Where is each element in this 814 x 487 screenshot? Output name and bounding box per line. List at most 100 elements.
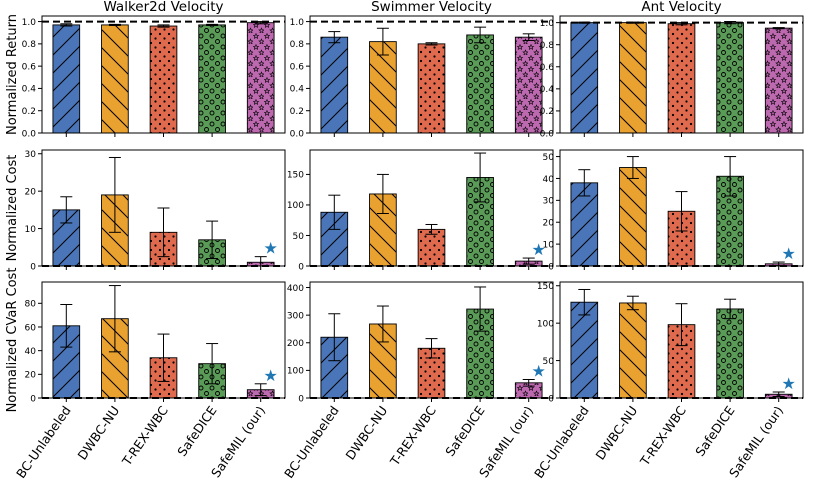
y-tick-label: 0.4 bbox=[290, 85, 305, 95]
y-tick-label: 0.0 bbox=[22, 129, 37, 139]
bar-hatch bbox=[570, 182, 599, 267]
y-tick-label: 0.8 bbox=[540, 41, 555, 51]
y-tick-label: 0.4 bbox=[540, 85, 555, 95]
x-tick-label: SafeDICE bbox=[174, 403, 219, 459]
best-star-marker: ★ bbox=[532, 361, 546, 380]
panel-2-1: 0 100 200 300 400 ★ BC-Unlabeled DWBC-NUT-REX-W… bbox=[281, 281, 554, 481]
bar-hatch bbox=[514, 36, 543, 134]
bar-hatch bbox=[764, 27, 793, 134]
panel-title: Swimmer Velocity bbox=[371, 0, 492, 15]
panel-1-0: 0 10 20 30 ★ bbox=[25, 149, 286, 272]
y-tick-label: 0.6 bbox=[290, 62, 305, 72]
y-tick-label: 0.0 bbox=[290, 129, 305, 139]
best-star-marker: ★ bbox=[264, 239, 278, 258]
bar-hatch bbox=[619, 167, 647, 267]
x-tick-label: T-REX-WBC bbox=[119, 403, 172, 469]
y-tick-label: 0.0 bbox=[540, 129, 555, 139]
best-star-marker: ★ bbox=[264, 366, 278, 385]
y-tick-label: 150 bbox=[287, 171, 304, 181]
y-tick-label: 60 bbox=[25, 323, 37, 333]
y-tick-label: 0.8 bbox=[22, 40, 37, 50]
panel-0-1: Swimmer Velocity 0.0 0.2 0.4 0.6 0.8 1.0 bbox=[290, 0, 554, 139]
y-tick-label: 1.0 bbox=[290, 18, 305, 28]
y-tick-label: 0.8 bbox=[290, 40, 305, 50]
y-tick-label: 0.2 bbox=[540, 107, 554, 117]
panel-1-2: 0 10 20 30 40 50 ★ bbox=[543, 149, 804, 272]
x-tick-label: BC-Unlabeled bbox=[281, 403, 342, 481]
y-tick-label: 10 bbox=[543, 240, 555, 250]
x-tick-label: T-REX-WBC bbox=[387, 403, 440, 469]
y-axis-title: Normalized CVaR Cost bbox=[5, 268, 20, 413]
y-tick-label: 0.2 bbox=[290, 107, 304, 117]
y-tick-label: 1.0 bbox=[540, 19, 555, 29]
y-tick-label: 0 bbox=[548, 262, 554, 272]
x-tick-label: BC-Unlabeled bbox=[531, 403, 592, 481]
bar-hatch bbox=[716, 308, 744, 399]
panel-2-2: 0 50 100 150 ★ BC-Unlabeled DWBC-NUT-REX-WBC Sa… bbox=[531, 281, 804, 481]
x-tick-label: SafeDICE bbox=[692, 403, 737, 459]
panel-0-2: Ant Velocity 0.0 0.2 0.4 0.6 0.8 1.0 bbox=[540, 0, 804, 139]
y-tick-label: 20 bbox=[543, 219, 555, 229]
y-tick-label: 0 bbox=[298, 262, 304, 272]
panel-title: Ant Velocity bbox=[641, 0, 721, 15]
y-tick-label: 150 bbox=[537, 282, 554, 292]
y-tick-label: 50 bbox=[543, 153, 555, 163]
bar-hatch bbox=[619, 22, 647, 134]
y-tick-label: 300 bbox=[287, 311, 304, 321]
bar-hatch bbox=[570, 22, 599, 134]
y-axis-title: Normalized Return bbox=[5, 14, 20, 135]
y-axis-title: Normalized Cost bbox=[5, 155, 20, 262]
bar-hatch bbox=[417, 228, 446, 267]
bar-hatch bbox=[369, 41, 397, 134]
x-tick-label: DWBC-NU bbox=[592, 403, 640, 462]
y-tick-label: 400 bbox=[287, 284, 304, 294]
bar-hatch bbox=[619, 302, 647, 399]
y-tick-label: 50 bbox=[543, 357, 555, 367]
best-star-marker: ★ bbox=[782, 374, 796, 393]
y-tick-label: 0 bbox=[298, 394, 304, 404]
x-tick-label: BC-Unlabeled bbox=[13, 403, 74, 481]
y-tick-label: 200 bbox=[287, 339, 304, 349]
y-tick-label: 1.0 bbox=[22, 18, 37, 28]
y-tick-label: 10 bbox=[25, 225, 37, 235]
y-tick-label: 40 bbox=[543, 175, 555, 185]
y-tick-label: 0 bbox=[30, 394, 36, 404]
y-tick-label: 30 bbox=[25, 150, 37, 160]
y-tick-label: 0.6 bbox=[540, 63, 555, 73]
y-tick-label: 20 bbox=[25, 187, 37, 197]
bar-hatch bbox=[52, 24, 81, 134]
y-tick-label: 80 bbox=[25, 300, 37, 310]
y-tick-label: 100 bbox=[287, 367, 304, 377]
bar-hatch bbox=[466, 34, 494, 134]
bar-hatch bbox=[149, 25, 178, 134]
y-tick-label: 20 bbox=[25, 371, 37, 381]
panel-0-0: Walker2d Velocity 0.0 0.2 0.4 0.6 0.8 1.0 bbox=[22, 0, 286, 139]
bar-hatch bbox=[198, 24, 226, 134]
best-star-marker: ★ bbox=[532, 240, 546, 259]
bar-hatch bbox=[101, 24, 129, 134]
bar-hatch bbox=[246, 22, 275, 134]
y-tick-label: 0 bbox=[30, 262, 36, 272]
bar-hatch bbox=[716, 22, 744, 134]
best-star-marker: ★ bbox=[782, 244, 796, 263]
y-tick-label: 0.4 bbox=[22, 85, 37, 95]
x-tick-label: DWBC-NU bbox=[74, 403, 122, 462]
bar-hatch bbox=[417, 43, 446, 134]
x-tick-label: DWBC-NU bbox=[342, 403, 390, 462]
y-tick-label: 40 bbox=[25, 347, 37, 357]
panel-2-0: 0 20 40 60 80 ★ BC-Unlabeled DWBC-NUT-REX-WBC Sa… bbox=[13, 281, 286, 481]
bar-hatch bbox=[570, 301, 599, 399]
y-tick-label: 50 bbox=[293, 232, 305, 242]
x-tick-label: SafeDICE bbox=[442, 403, 487, 459]
x-tick-label: T-REX-WBC bbox=[637, 403, 690, 469]
y-tick-label: 30 bbox=[543, 197, 555, 207]
panel-title: Walker2d Velocity bbox=[103, 0, 223, 15]
y-tick-label: 0 bbox=[548, 394, 554, 404]
bar-hatch bbox=[667, 23, 696, 134]
y-tick-label: 0.6 bbox=[22, 62, 37, 72]
bar-hatch bbox=[320, 36, 349, 134]
y-tick-label: 0.2 bbox=[22, 107, 36, 117]
y-tick-label: 100 bbox=[537, 319, 554, 329]
